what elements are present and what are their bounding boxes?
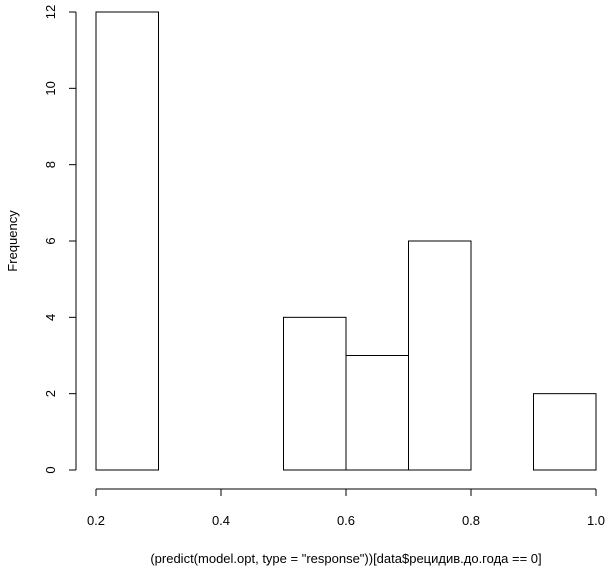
y-tick-label: 6 — [43, 237, 58, 244]
x-tick-label: 0.4 — [212, 513, 230, 528]
x-tick-label: 1.0 — [587, 513, 605, 528]
x-tick-label: 0.8 — [462, 513, 480, 528]
y-tick-label: 0 — [43, 466, 58, 473]
y-tick-label: 10 — [43, 81, 58, 95]
y-tick-label: 4 — [43, 314, 58, 321]
x-axis-label: (predict(model.opt, type = "response"))[… — [150, 551, 541, 566]
x-tick-label: 0.6 — [337, 513, 355, 528]
x-axis: 0.2 0.4 0.6 0.8 1.0 — [87, 488, 605, 528]
y-tick-label: 2 — [43, 390, 58, 397]
histogram-bars — [95, 11, 597, 471]
y-tick-label: 8 — [43, 161, 58, 168]
y-axis-label: Frequency — [5, 210, 20, 272]
histogram-bar-0 — [95, 11, 159, 471]
histogram-bar-4 — [345, 355, 409, 471]
x-tick-label: 0.2 — [87, 513, 105, 528]
y-tick-label: 12 — [43, 5, 58, 19]
histogram-bar-3 — [283, 316, 347, 471]
histogram-bar-5 — [408, 240, 472, 471]
histogram-bar-7 — [533, 393, 597, 471]
y-axis: 0 2 4 6 8 10 12 — [43, 5, 77, 474]
